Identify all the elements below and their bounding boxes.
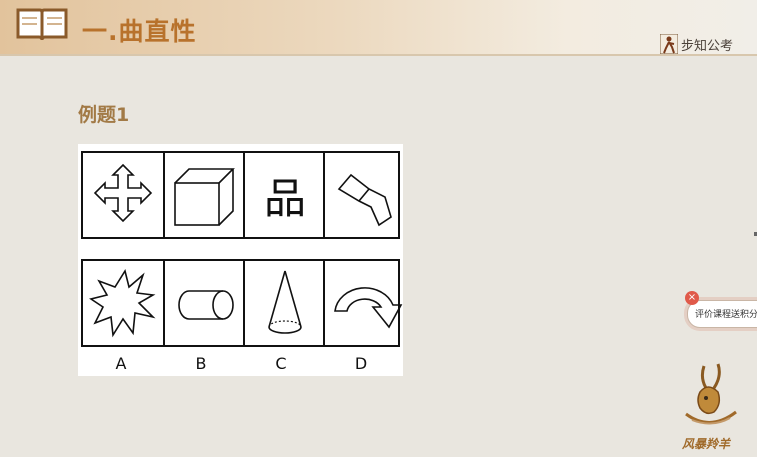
bent-bar-figure [323,153,405,237]
rate-course-badge[interactable]: 评价课程送积分 × [683,290,757,330]
close-icon[interactable]: × [685,291,699,305]
cone-icon [268,270,302,334]
mascot-label: 风暴羚羊 [682,437,731,451]
brand-name: 步知公考 [681,38,734,54]
rate-course-label: 评价课程送积分 [695,310,757,320]
brand-figure-icon [660,34,678,54]
option-c-cone [243,261,325,345]
example-title: 例题1 [78,104,130,126]
option-a-starburst [83,261,163,345]
pin-character: 品 [263,173,306,223]
option-label-c: C [275,354,287,373]
option-label-d: D [354,354,368,373]
antelope-mascot-icon [685,363,737,425]
four-arrow-cross-figure [83,153,163,237]
bent-bar-icon [337,173,392,227]
option-b-cylinder [163,261,245,345]
brand-logo: 步知公考 [660,34,733,54]
question-row: 品 [81,151,400,239]
four-arrow-cross-icon [93,163,153,223]
edge-marker [754,232,757,236]
option-label-b: B [195,354,207,373]
cube-figure [163,153,245,237]
curved-arrow-icon [334,287,403,329]
puzzle-figure: 品 [78,144,403,376]
banner-divider [0,54,757,56]
top-banner [0,0,757,54]
options-row [81,259,403,347]
rate-course-bubble[interactable] [687,300,757,328]
pin-character-figure: 品 [243,153,325,237]
option-label-a: A [115,354,127,373]
cube-icon [174,168,235,226]
cylinder-icon [178,290,234,320]
section-title: 一.曲直性 [82,17,197,46]
option-d-curved-arrow [323,261,405,345]
starburst-icon [89,268,156,338]
open-book-icon [16,8,68,41]
